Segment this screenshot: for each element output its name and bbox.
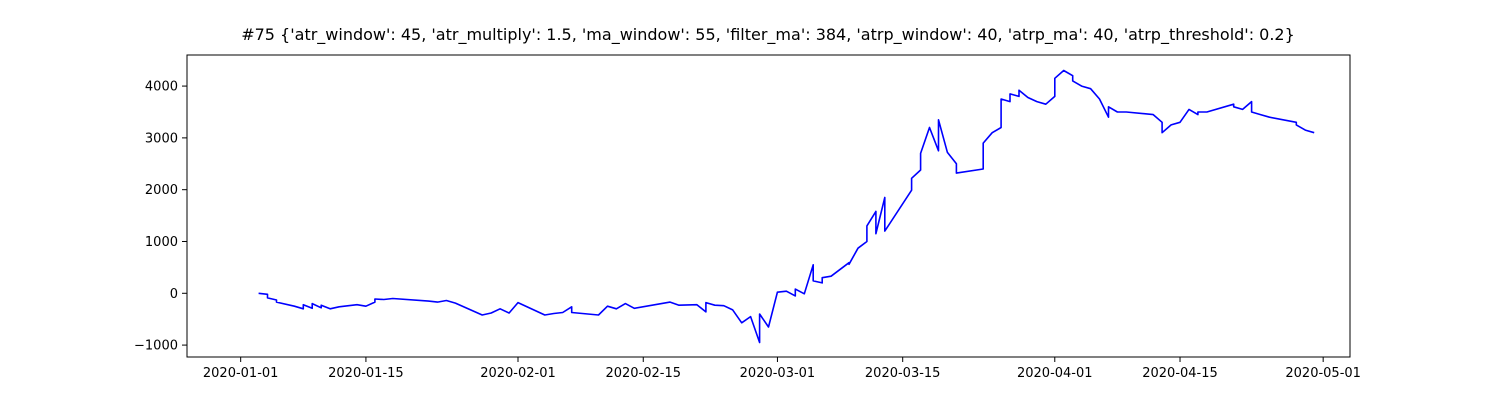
y-tick-label: 0 bbox=[170, 287, 178, 302]
y-tick-label: 4000 bbox=[145, 80, 178, 95]
y-tick-label: 3000 bbox=[145, 131, 178, 146]
x-tick-label: 2020-01-15 bbox=[328, 366, 404, 381]
y-tick-label: −1000 bbox=[134, 339, 178, 354]
plot-frame bbox=[186, 54, 1351, 358]
y-tick-label: 2000 bbox=[145, 183, 178, 198]
x-tick-label: 2020-04-15 bbox=[1142, 366, 1218, 381]
series-line-0 bbox=[258, 69, 1315, 344]
series-layer bbox=[258, 69, 1315, 344]
x-tick-label: 2020-05-01 bbox=[1285, 366, 1361, 381]
x-tick-label: 2020-03-15 bbox=[865, 366, 941, 381]
x-tick-label: 2020-04-01 bbox=[1017, 366, 1093, 381]
x-tick-label: 2020-03-01 bbox=[740, 366, 816, 381]
x-tick-label: 2020-01-01 bbox=[203, 366, 279, 381]
x-tick-label: 2020-02-01 bbox=[480, 366, 556, 381]
axes-layer: 2020-01-01 2020-01-15 2020-02-01 2020-02-15… bbox=[134, 80, 1361, 381]
chart-title: #75 {'atr_window': 45, 'atr_multiply': 1… bbox=[241, 25, 1295, 45]
y-tick-label: 1000 bbox=[145, 235, 178, 250]
x-tick-label: 2020-02-15 bbox=[605, 366, 681, 381]
